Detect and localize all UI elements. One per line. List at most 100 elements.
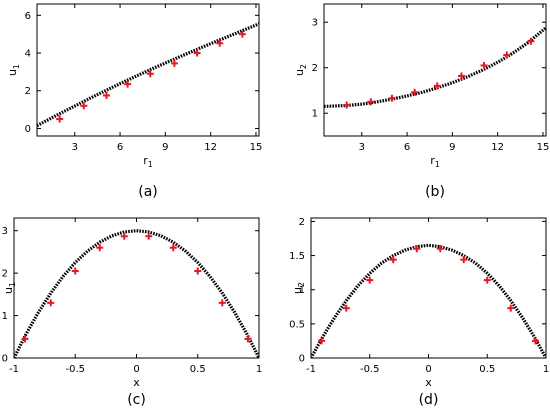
data-point-marker [503,51,511,59]
y-tick-label: 2 [299,217,305,228]
data-point-marker [194,267,202,275]
data-point-marker [21,335,29,343]
data-point-marker [531,337,539,345]
data-point-marker [218,299,226,307]
series-curve [311,243,546,358]
data-point-marker [96,244,104,252]
series-curve [37,22,259,128]
y-axis-label: u1 [6,64,21,76]
y-tick-label: 2 [312,63,318,74]
data-point-marker [102,91,110,99]
y-axis-label: u1 [2,282,17,294]
data-point-marker [47,299,55,307]
y-tick-label: 2 [25,86,31,97]
x-tick-label: 0.5 [190,364,206,375]
data-point-marker [56,115,64,123]
data-point-marker [388,94,396,102]
x-tick-label: 6 [404,142,410,153]
x-axis-label: x [425,376,432,389]
x-tick-label: 15 [537,142,550,153]
data-point-marker [480,61,488,69]
data-point-marker [71,267,79,275]
plot-area [311,243,546,358]
x-tick-label: 0 [425,364,431,375]
panel-caption: (d) [419,392,439,408]
data-point-marker [343,101,351,109]
x-tick-label: 0 [133,364,139,375]
data-point-marker [507,304,515,312]
data-point-marker [367,98,375,106]
data-point-marker [436,245,444,253]
plot-frame [310,217,547,359]
x-tick-label: 1 [543,364,549,375]
plot-area [14,229,259,358]
y-tick-label: 1 [299,285,305,296]
panel-caption: (b) [425,184,445,200]
data-point-marker [193,49,201,57]
x-tick-label: -1 [9,364,19,375]
x-tick-label: -0.5 [360,364,380,375]
y-tick-label: 3 [312,18,318,29]
data-point-marker [120,232,128,240]
y-tick-label: 1 [312,109,318,120]
data-point-marker [527,37,535,45]
data-point-marker [238,30,246,38]
plot-area [37,22,259,128]
data-point-marker [318,337,326,345]
x-tick-label: 12 [491,142,504,153]
y-axis-label: u2 [291,282,306,294]
panel-a: 3 6 9 12 15 0 2 4 6 r1 u1 (a) [6,3,263,200]
data-point-marker [342,304,350,312]
data-point-marker [216,39,224,47]
y-axis-label: u2 [293,64,308,76]
y-tick-label: 2 [2,269,8,280]
data-point-marker [411,88,419,96]
data-point-marker [433,82,441,90]
x-tick-label: 0.5 [479,364,495,375]
data-point-marker [244,335,252,343]
x-tick-label: -1 [306,364,316,375]
y-tick-label: 0 [25,124,31,135]
data-point-marker [145,232,153,240]
series-curve [14,229,259,358]
panel-caption: (c) [127,392,146,408]
x-tick-label: 3 [359,142,365,153]
y-tick-label: 1.5 [289,251,305,262]
x-tick-label: 15 [250,142,263,153]
y-tick-label: 1 [2,311,8,322]
panel-c: -1 -0.5 0 0.5 1 0 1 2 3 x u1 (c) [2,217,262,408]
y-tick-label: 0 [2,354,8,365]
x-tick-label: 9 [162,142,168,153]
y-tick-label: 6 [25,11,31,22]
y-tick-label: 3 [2,226,8,237]
panel-caption: (a) [138,184,158,200]
plot-frame [13,217,260,359]
data-point-marker [366,276,374,284]
panel-d: -1 -0.5 0 0.5 1 0 0.5 1 1.5 2 x u2 (d) [289,217,549,408]
x-tick-label: 1 [256,364,262,375]
y-tick-label: 0 [299,354,305,365]
x-tick-label: 6 [117,142,123,153]
plot-frame [323,3,547,137]
plot-frame [36,3,260,137]
x-axis-label: r1 [430,154,440,169]
data-point-marker [169,244,177,252]
y-tick-label: 4 [25,49,31,60]
y-tick-label: 0.5 [289,319,305,330]
data-point-marker [413,245,421,253]
data-point-marker [170,59,178,67]
data-point-marker [483,276,491,284]
x-tick-label: 3 [72,142,78,153]
x-tick-label: 9 [449,142,455,153]
data-point-marker [457,72,465,80]
data-point-marker [80,102,88,110]
data-point-marker [124,80,132,88]
x-tick-label: 12 [204,142,217,153]
data-point-marker [146,70,154,78]
data-point-marker [460,256,468,264]
series-curve [324,26,546,108]
data-point-marker [389,256,397,264]
x-axis-label: x [133,376,140,389]
